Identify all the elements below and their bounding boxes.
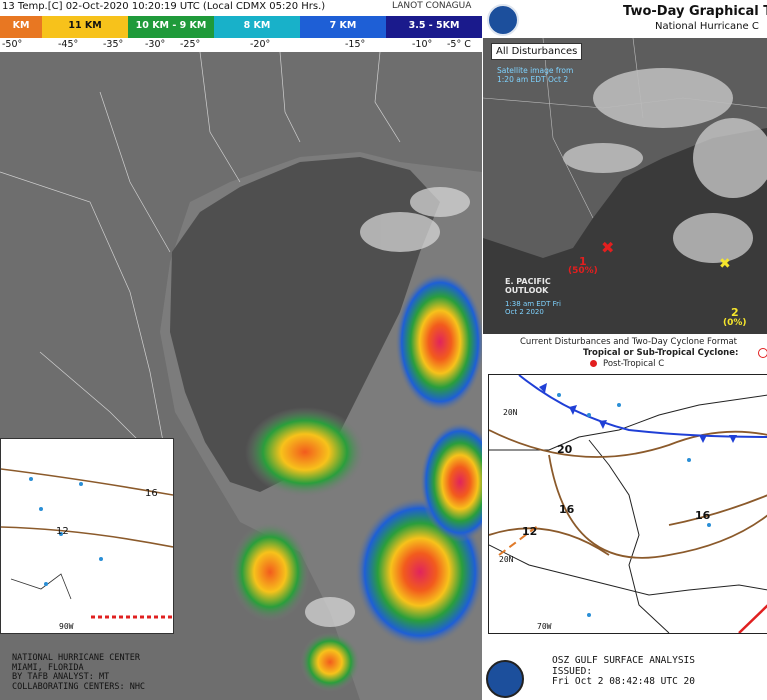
color-band: 11 KM [42, 16, 128, 38]
outlook-map: All Disturbances Satellite image from 1:… [483, 38, 767, 334]
color-band-label: 11 KM [68, 20, 102, 31]
temperature-ticks: -50° -45° -35° -30° -25° -20° -15° -10° -5° C [0, 38, 482, 52]
small-lon-label: 90W [59, 622, 74, 631]
temperature-tick: -15° [345, 39, 366, 50]
temperature-tick: -5° C [447, 39, 471, 50]
epac-outlook-label: E. PACIFIC OUTLOOK [505, 277, 551, 295]
disturbance-2-percent: (0%) [723, 318, 747, 328]
footer-line: COLLABORATING CENTERS: NHC [12, 681, 146, 692]
color-band-label: KM [12, 20, 30, 31]
footer-line: MIAMI, FLORIDA [12, 662, 84, 673]
disturbance-1-marker-icon[interactable]: ✖ [601, 238, 615, 257]
sfc-isobar-20: 20 [557, 443, 573, 456]
footer-line: BY TAFB ANALYST: MT [12, 672, 110, 682]
surface-footer-time: Fri Oct 2 08:42:48 UTC 20 [552, 676, 695, 687]
satellite-map-svg [0, 52, 482, 700]
small-isobar-16: 16 [145, 488, 158, 499]
color-band-label: 8 KM [243, 20, 271, 31]
tab-all-disturbances[interactable]: All Disturbances [491, 43, 583, 60]
surface-footer: OSZ GULF SURFACE ANALYSIS ISSUED: Fri Oc… [552, 655, 695, 688]
color-band: KM [0, 16, 42, 38]
sfc-lon-label: 70W [537, 622, 552, 631]
surface-footer-issued: ISSUED: [552, 665, 593, 677]
satellite-logos: LANOT CONAGUA [392, 1, 472, 11]
outlook-subtitle: National Hurricane C [655, 21, 759, 32]
temperature-tick: -45° [58, 39, 79, 50]
noaa-logo-icon [487, 4, 519, 36]
temperature-tick: -20° [250, 39, 271, 50]
disturbance-1-percent: (50%) [568, 266, 598, 276]
color-band-label: 3.5 - 5KM [408, 20, 460, 31]
sfc-lat-label-bottom: 20N [499, 555, 514, 564]
temperature-tick: -30° [145, 39, 166, 50]
color-band: 7 KM [300, 16, 386, 38]
sfc-isobar-16-right: 16 [695, 509, 711, 522]
color-band: 10 KM - 9 KM [128, 16, 214, 38]
sfc-isobar-12: 12 [522, 525, 537, 538]
noaa-logo-bottom-icon [486, 660, 524, 698]
temperature-tick: -35° [103, 39, 124, 50]
disturbance-1-number: 1 [579, 255, 587, 268]
satellite-title: 13 Temp.[C] 02-Oct-2020 10:20:19 UTC (Lo… [2, 1, 326, 12]
outlook-image-note: Satellite image from 1:20 am EDT Oct 2 [497, 66, 574, 84]
sfc-lat-label-top: 20N [503, 408, 518, 417]
gulf-surface-analysis: 20 16 12 16 20N 20N 70W [488, 374, 767, 634]
outlook-legend-line3: Post-Tropical C [603, 359, 665, 369]
small-isobar-12: 12 [56, 526, 69, 537]
temperature-tick: -10° [412, 39, 433, 50]
color-band: 3.5 - 5KM [386, 16, 482, 38]
post-tropical-icon [590, 360, 597, 367]
outlook-map-svg [483, 38, 767, 334]
color-band-label: 10 KM - 9 KM [135, 20, 207, 31]
surface-analysis-svg: 20 16 12 16 20N 20N 70W [489, 375, 767, 633]
small-surface-chart: 16 12 90W [0, 438, 174, 634]
disturbance-2-marker-icon[interactable]: ✖ [719, 256, 731, 272]
outlook-title: Two-Day Graphical Tro [623, 4, 767, 19]
surface-footer-title: OSZ GULF SURFACE ANALYSIS [552, 655, 695, 666]
tropical-cyclone-icon [758, 348, 767, 358]
temperature-tick: -50° [2, 39, 23, 50]
footer-line: NATIONAL HURRICANE CENTER [12, 653, 140, 663]
color-band: 8 KM [214, 16, 300, 38]
outlook-legend-line1: Current Disturbances and Two-Day Cyclone… [520, 337, 738, 347]
temperature-tick: -25° [180, 39, 201, 50]
small-chart-footer: NATIONAL HURRICANE CENTER MIAMI, FLORIDA… [12, 653, 146, 692]
color-band-label: 7 KM [329, 20, 357, 31]
outlook-legend-line2: Tropical or Sub-Tropical Cyclone: [583, 348, 739, 358]
disturbance-2-number: 2 [731, 306, 739, 319]
sfc-isobar-16-left: 16 [559, 503, 575, 516]
epac-outlook-time: 1:38 am EDT Fri Oct 2 2020 [505, 300, 561, 316]
small-surface-svg: 16 12 90W [1, 439, 173, 633]
